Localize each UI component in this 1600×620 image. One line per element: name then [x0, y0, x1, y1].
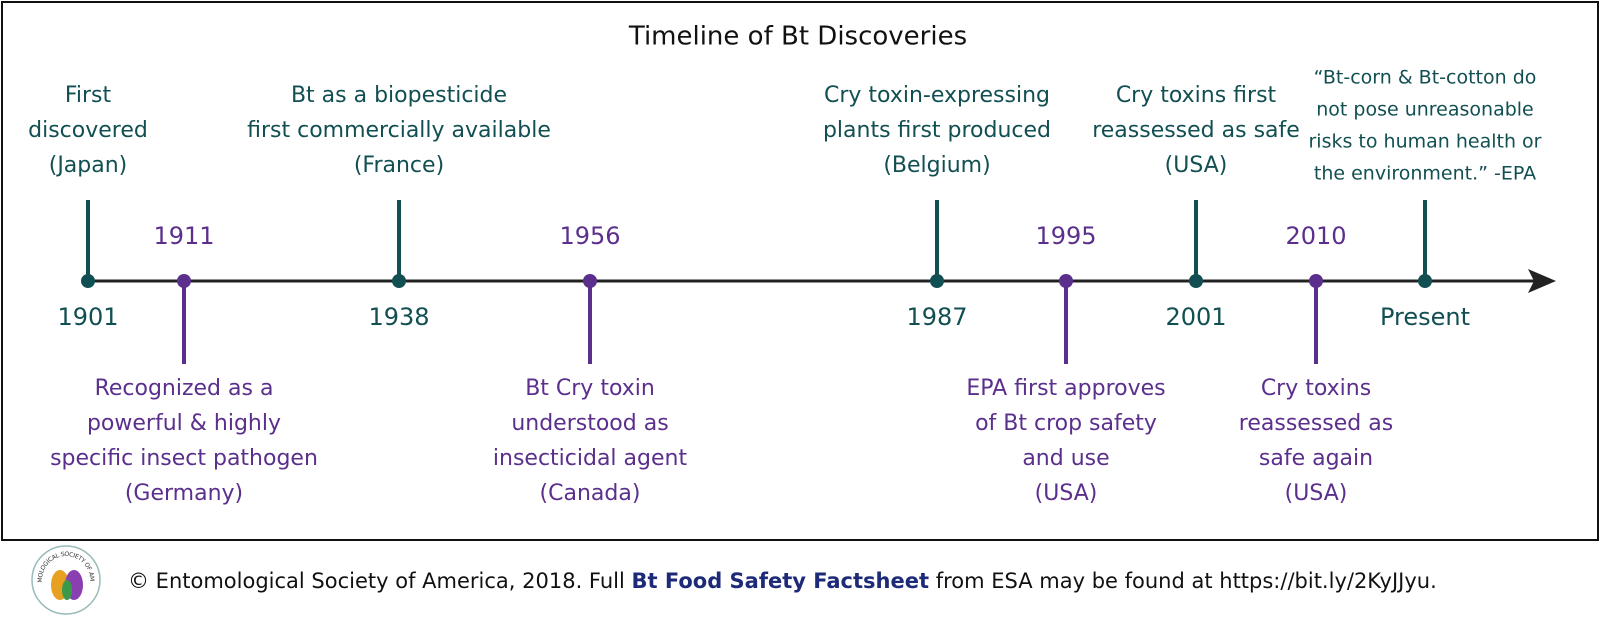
event-description: discovered	[28, 118, 148, 143]
event-year: Present	[1380, 303, 1470, 331]
event-description: Bt Cry toxin	[525, 376, 655, 401]
event-description: first commercially available	[247, 118, 551, 143]
event-dot	[1418, 274, 1432, 288]
event-description: Cry toxin-expressing	[824, 83, 1050, 108]
event-dot	[1309, 274, 1323, 288]
event-dot	[1059, 274, 1073, 288]
event-year: 1956	[559, 222, 620, 250]
event-description: and use	[1022, 446, 1109, 471]
event-description: insecticidal agent	[493, 446, 688, 471]
event-year: 1987	[906, 303, 967, 331]
event-description: the environment.” -EPA	[1314, 163, 1536, 185]
event-year: 1901	[57, 303, 118, 331]
event-year: 1938	[368, 303, 429, 331]
event-description: (USA)	[1165, 153, 1228, 178]
event-dot	[583, 274, 597, 288]
axis-arrow	[1528, 269, 1556, 293]
event-description: reassessed as	[1239, 411, 1393, 436]
event-dot	[1189, 274, 1203, 288]
event-description: “Bt-corn & Bt-cotton do	[1314, 67, 1537, 89]
event-dot	[81, 274, 95, 288]
event-description: specific insect pathogen	[50, 446, 318, 471]
event-dot	[177, 274, 191, 288]
event-description: (France)	[354, 153, 444, 178]
event-description: of Bt crop safety	[975, 411, 1157, 436]
event-description: (Belgium)	[883, 153, 990, 178]
frame	[1, 1, 1599, 541]
event-description: plants first produced	[823, 118, 1051, 143]
event-dot	[930, 274, 944, 288]
event-description: safe again	[1259, 446, 1373, 471]
footer-text: © Entomological Society of America, 2018…	[128, 569, 1437, 593]
event-description: not pose unreasonable	[1316, 99, 1534, 121]
event-dot	[392, 274, 406, 288]
event-description: First	[65, 83, 112, 108]
event-description: (USA)	[1285, 481, 1348, 506]
event-description: powerful & highly	[87, 411, 281, 436]
event-description: (Germany)	[125, 481, 243, 506]
event-description: (Japan)	[49, 153, 128, 178]
logo-body	[62, 580, 72, 600]
event-description: EPA first approves	[966, 376, 1165, 401]
event-description: risks to human health or	[1309, 131, 1542, 153]
event-description: Cry toxins	[1261, 376, 1371, 401]
event-year: 1995	[1035, 222, 1096, 250]
event-year: 2010	[1285, 222, 1346, 250]
event-description: reassessed as safe	[1092, 118, 1300, 143]
event-description: (Canada)	[540, 481, 641, 506]
event-description: Bt as a biopesticide	[291, 83, 507, 108]
title: Timeline of Bt Discoveries	[628, 22, 967, 52]
event-year: 2001	[1165, 303, 1226, 331]
event-description: Cry toxins first	[1116, 83, 1277, 108]
event-description: Recognized as a	[95, 376, 274, 401]
event-description: understood as	[511, 411, 668, 436]
event-description: (USA)	[1035, 481, 1098, 506]
event-year: 1911	[153, 222, 214, 250]
